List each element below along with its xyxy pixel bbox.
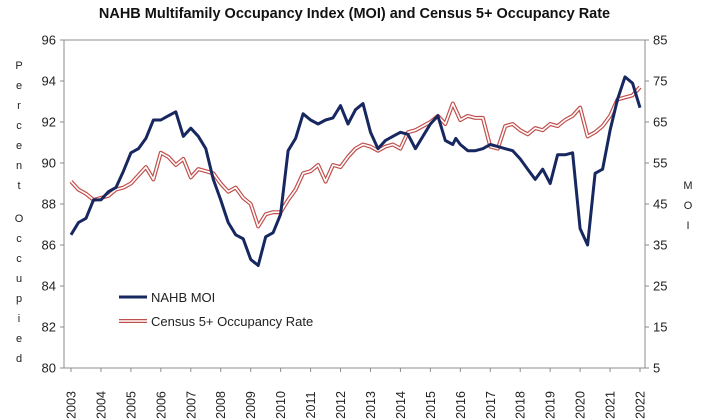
axis-label-char: c	[16, 253, 22, 265]
axis-label-char: t	[17, 180, 21, 192]
x-tick-label: 2016	[454, 391, 468, 419]
axis-label-char: M	[683, 180, 693, 192]
left-y-tick-label: 88	[42, 197, 56, 212]
axis-label-char: e	[15, 333, 23, 345]
x-tick-label: 2018	[514, 391, 528, 419]
census-line-inner	[70, 86, 641, 228]
x-tick-label: 2011	[304, 392, 318, 419]
left-y-tick-label: 84	[42, 279, 56, 294]
right-y-tick-label: 25	[653, 279, 667, 294]
x-tick-label: 2014	[394, 391, 408, 419]
right-y-tick-label: 55	[653, 156, 667, 171]
x-tick-label: 2007	[184, 391, 198, 419]
axis-label-char: c	[16, 120, 22, 132]
axis-label-char: e	[15, 80, 23, 92]
right-y-tick-label: 15	[653, 320, 667, 335]
right-y-tick-label: 35	[653, 238, 667, 253]
x-tick-label: 2006	[154, 391, 168, 419]
left-y-tick-label: 94	[42, 74, 56, 89]
series-census-5plus-occupancy-rate	[69, 85, 642, 229]
left-y-tick-label: 80	[42, 361, 56, 376]
right-y-tick-label: 75	[653, 74, 667, 89]
axis-label-char: u	[15, 273, 23, 285]
left-y-tick-label: 96	[42, 33, 56, 48]
moi-line	[69, 75, 642, 267]
x-tick-label: 2017	[484, 391, 498, 419]
axis-label-char: I	[686, 220, 690, 232]
axis-label-char: r	[17, 100, 21, 112]
axis-label-char: c	[16, 233, 22, 245]
left-y-tick-label: 82	[42, 320, 56, 335]
series-nahb-moi	[69, 75, 642, 267]
x-tick-label: 2004	[94, 391, 108, 419]
x-tick-label: 2019	[544, 391, 558, 419]
axis-label-char: p	[15, 293, 23, 305]
x-tick-label: 2009	[244, 391, 258, 419]
right-y-tick-label: 5	[653, 361, 660, 376]
x-tick-label: 2005	[124, 391, 138, 419]
axis-label-char: P	[15, 60, 23, 72]
x-tick-label: 2013	[364, 391, 378, 419]
legend: NAHB MOI Census 5+ Occupancy Rate	[119, 290, 313, 329]
right-y-tick-label: 45	[653, 197, 667, 212]
chart-title: NAHB Multifamily Occupancy Index (MOI) a…	[98, 6, 611, 22]
x-tick-label: 2003	[65, 391, 79, 419]
left-y-tick-label: 92	[42, 115, 56, 130]
axis-label-char: n	[15, 160, 23, 172]
axis-label-char: O	[14, 213, 24, 225]
axis-label-char: e	[15, 140, 23, 152]
left-y-tick-label: 86	[42, 238, 56, 253]
x-tick-label: 2010	[274, 391, 288, 419]
x-tick-label: 2021	[604, 391, 618, 419]
axis-label-char: O	[683, 200, 693, 212]
x-tick-label: 2020	[574, 391, 588, 419]
left-y-tick-label: 90	[42, 156, 56, 171]
right-y-tick-label: 85	[653, 33, 667, 48]
axis-label-char: d	[15, 353, 23, 365]
axis-label-char: i	[17, 313, 21, 325]
legend-label-moi: NAHB MOI	[151, 290, 215, 305]
x-tick-label: 2022	[634, 391, 648, 419]
x-tick-label: 2015	[424, 391, 438, 419]
right-y-tick-label: 65	[653, 115, 667, 130]
x-tick-label: 2008	[214, 391, 228, 419]
x-tick-label: 2012	[334, 391, 348, 419]
legend-label-census: Census 5+ Occupancy Rate	[151, 314, 313, 329]
